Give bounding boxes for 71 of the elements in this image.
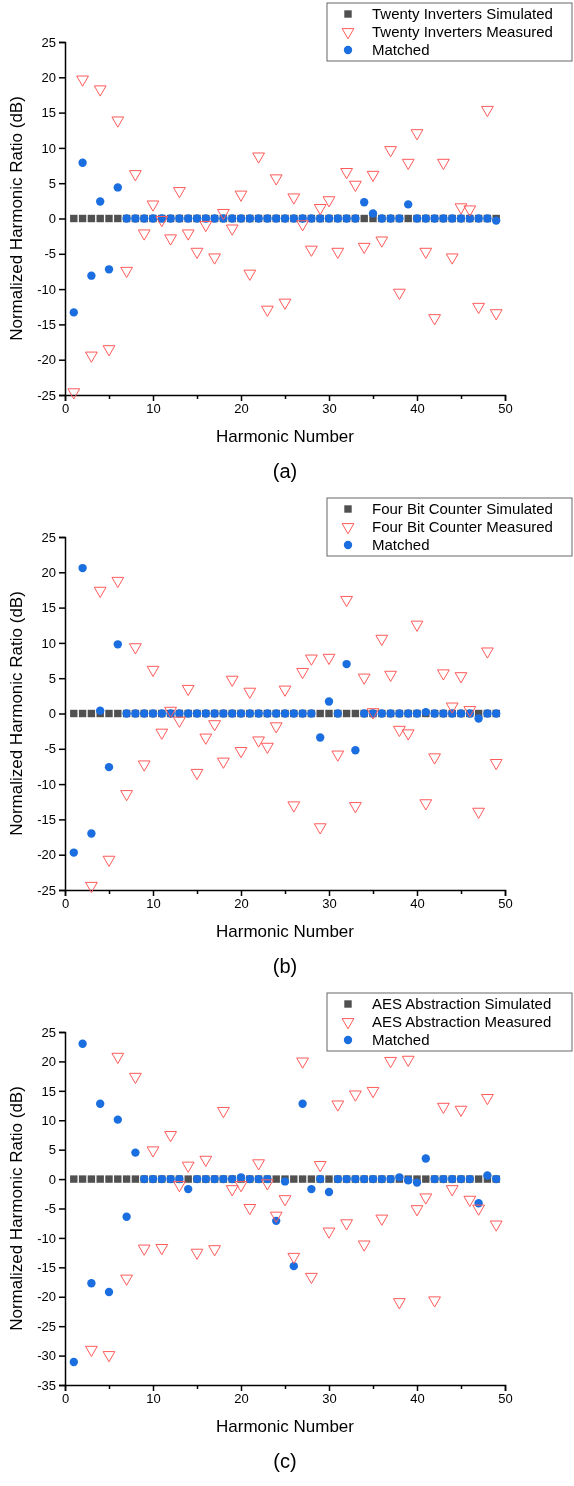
x-axis-title: Harmonic Number [216, 427, 355, 446]
y-axis-title: Normalized Harmonic Ratio (dB) [7, 1086, 26, 1331]
y-tick-label: 10 [41, 140, 56, 156]
legend-label: Twenty Inverters Measured [372, 23, 553, 40]
x-tick-label: 30 [322, 1391, 337, 1407]
x-tick-label: 50 [498, 1391, 513, 1407]
x-tick-label: 30 [322, 896, 337, 912]
x-tick-label: 0 [61, 401, 70, 417]
text: (c) [273, 1450, 297, 1472]
x-tick-label: 10 [146, 1391, 161, 1407]
y-tick-label: 20 [41, 564, 56, 580]
x-tick-label: 0 [61, 896, 70, 912]
y-axis-title: Normalized Harmonic Ratio (dB) [7, 96, 26, 341]
x-tick-label: 20 [234, 1391, 249, 1407]
x-axis-title: Harmonic Number [216, 922, 355, 941]
legend-label: Matched [372, 1031, 430, 1048]
text: (a) [272, 460, 298, 482]
x-tick-label: 10 [146, 896, 161, 912]
y-tick-label: -15 [37, 317, 56, 333]
y-tick-label: -15 [37, 1259, 56, 1275]
y-tick-label: -20 [37, 352, 56, 368]
y-tick-label: 10 [41, 1112, 56, 1128]
y-tick-label: -10 [37, 281, 56, 297]
y-tick-label: 15 [41, 105, 56, 121]
y-tick-label: 0 [48, 1171, 56, 1187]
x-tick-label: 40 [410, 896, 425, 912]
y-tick-label: 0 [48, 706, 56, 722]
y-tick-label: 5 [48, 670, 56, 686]
x-tick-label: 0 [61, 1391, 70, 1407]
x-tick-label: 50 [498, 896, 513, 912]
x-tick-label: 10 [146, 401, 161, 417]
legend-label: AES Abstraction Measured [372, 1013, 552, 1030]
legend-label: Matched [372, 41, 430, 58]
y-axis-title: Normalized Harmonic Ratio (dB) [7, 591, 26, 836]
y-tick-label: 15 [41, 1083, 56, 1099]
y-tick-label: -25 [37, 1318, 56, 1334]
y-tick-label: 25 [41, 34, 56, 50]
y-tick-label: -10 [37, 776, 56, 792]
y-tick-label: -20 [37, 1289, 56, 1305]
y-tick-label: -35 [37, 1377, 56, 1393]
y-tick-label: -15 [37, 812, 56, 828]
y-tick-label: -25 [37, 882, 56, 898]
y-tick-label: 25 [41, 529, 56, 545]
y-tick-label: -30 [37, 1348, 56, 1364]
y-tick-label: 15 [41, 600, 56, 616]
y-tick-label: 5 [48, 175, 56, 191]
y-tick-label: -5 [44, 246, 56, 262]
x-tick-label: 50 [498, 401, 513, 417]
x-tick-label: 30 [322, 401, 337, 417]
y-tick-label: -10 [37, 1230, 56, 1246]
y-tick-label: 5 [48, 1142, 56, 1158]
x-axis-title: Harmonic Number [216, 1417, 355, 1436]
y-tick-label: 20 [41, 69, 56, 85]
legend-label: AES Abstraction Simulated [372, 995, 552, 1012]
y-tick-label: 10 [41, 635, 56, 651]
y-tick-label: 25 [41, 1024, 56, 1040]
legend-label: Four Bit Counter Measured [372, 518, 553, 535]
text: (b) [272, 955, 298, 977]
legend-label: Twenty Inverters Simulated [372, 5, 553, 22]
y-tick-label: -5 [44, 741, 56, 757]
x-tick-label: 20 [234, 401, 249, 417]
x-tick-label: 40 [410, 1391, 425, 1407]
x-tick-label: 20 [234, 896, 249, 912]
y-tick-label: -5 [44, 1201, 56, 1217]
legend-label: Matched [372, 536, 430, 553]
y-tick-label: 0 [48, 211, 56, 227]
y-tick-label: 20 [41, 1054, 56, 1070]
x-tick-label: 40 [410, 401, 425, 417]
legend-label: Four Bit Counter Simulated [372, 500, 553, 517]
y-tick-label: -25 [37, 387, 56, 403]
y-tick-label: -20 [37, 847, 56, 863]
